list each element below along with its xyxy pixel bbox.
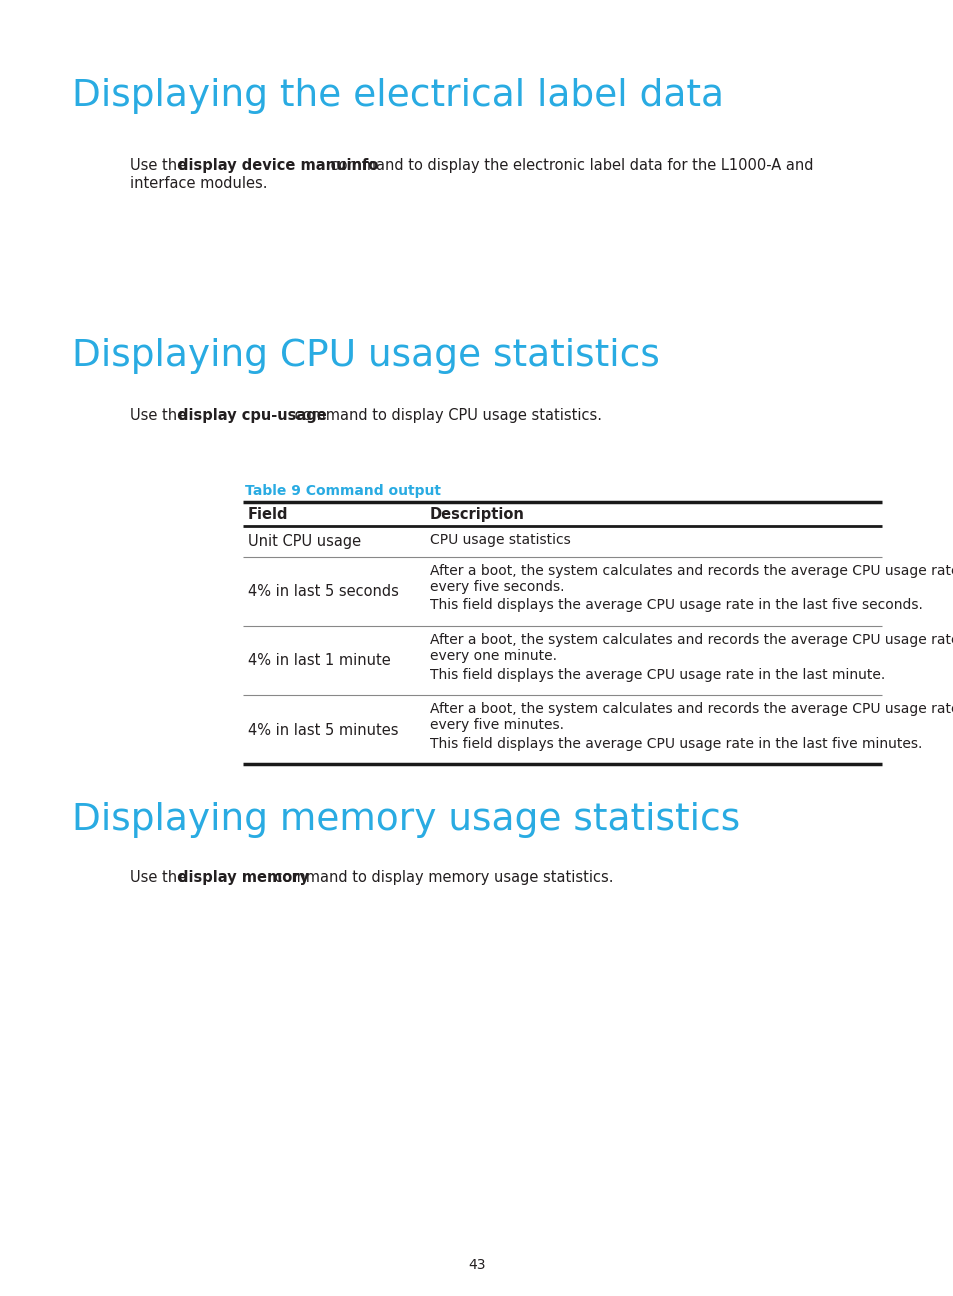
Text: Field: Field	[248, 507, 288, 522]
Text: After a boot, the system calculates and records the average CPU usage rate
every: After a boot, the system calculates and …	[430, 702, 953, 732]
Text: CPU usage statistics: CPU usage statistics	[430, 533, 570, 547]
Text: Displaying memory usage statistics: Displaying memory usage statistics	[71, 802, 740, 839]
Text: Table 9 Command output: Table 9 Command output	[245, 483, 440, 498]
Text: command to display memory usage statistics.: command to display memory usage statisti…	[270, 870, 613, 885]
Text: Unit CPU usage: Unit CPU usage	[248, 534, 361, 550]
Text: command to display the electronic label data for the L1000-A and: command to display the electronic label …	[326, 158, 813, 172]
Text: Description: Description	[430, 507, 524, 522]
Text: interface modules.: interface modules.	[130, 176, 267, 191]
Text: This field displays the average CPU usage rate in the last minute.: This field displays the average CPU usag…	[430, 667, 884, 682]
Text: This field displays the average CPU usage rate in the last five seconds.: This field displays the average CPU usag…	[430, 599, 922, 613]
Text: Use the: Use the	[130, 158, 191, 172]
Text: command to display CPU usage statistics.: command to display CPU usage statistics.	[290, 408, 601, 422]
Text: 4% in last 1 minute: 4% in last 1 minute	[248, 653, 391, 669]
Text: Use the: Use the	[130, 408, 191, 422]
Text: This field displays the average CPU usage rate in the last five minutes.: This field displays the average CPU usag…	[430, 737, 922, 750]
Text: Displaying CPU usage statistics: Displaying CPU usage statistics	[71, 338, 659, 375]
Text: display cpu-usage: display cpu-usage	[178, 408, 327, 422]
Text: display device manuinfo: display device manuinfo	[178, 158, 378, 172]
Text: After a boot, the system calculates and records the average CPU usage rate
every: After a boot, the system calculates and …	[430, 564, 953, 594]
Text: display memory: display memory	[178, 870, 309, 885]
Text: 4% in last 5 minutes: 4% in last 5 minutes	[248, 723, 398, 737]
Text: 4% in last 5 seconds: 4% in last 5 seconds	[248, 584, 398, 599]
Text: Displaying the electrical label data: Displaying the electrical label data	[71, 78, 723, 114]
Text: After a boot, the system calculates and records the average CPU usage rate
every: After a boot, the system calculates and …	[430, 632, 953, 664]
Text: Use the: Use the	[130, 870, 191, 885]
Text: 43: 43	[468, 1258, 485, 1271]
